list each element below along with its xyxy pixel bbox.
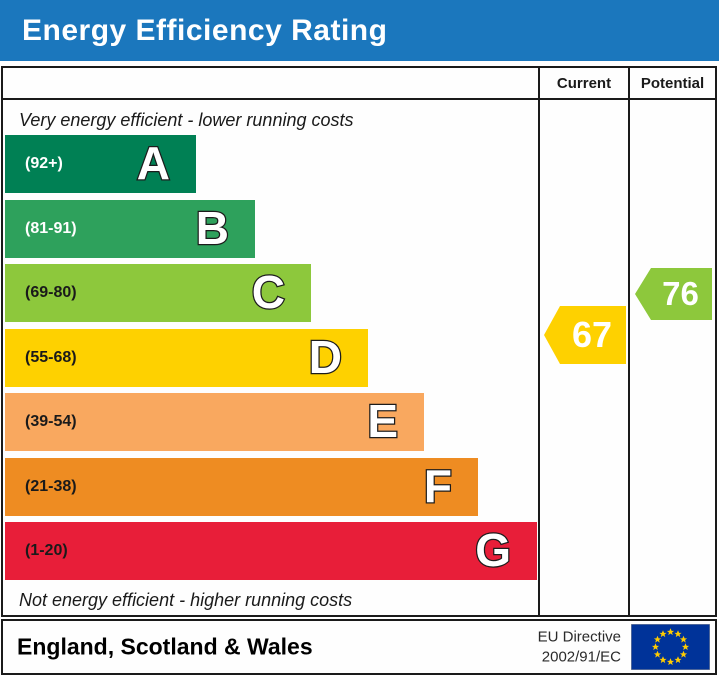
band-bar-b: (81-91) B: [5, 200, 255, 258]
band-range-label: (21-38): [25, 478, 77, 495]
eu-flag-icon: [631, 624, 710, 670]
region-label: England, Scotland & Wales: [17, 633, 313, 660]
band-letter: G: [474, 524, 512, 577]
potential-rating-value: 76: [662, 275, 699, 312]
band-range-label: (81-91): [25, 220, 77, 237]
rating-table: Current Potential Very energy efficient …: [1, 66, 717, 617]
table-header-row: Current Potential: [3, 68, 715, 100]
band-letter: C: [251, 266, 287, 319]
band-bar-c: (69-80) C: [5, 264, 311, 322]
band-range-label: (92+): [25, 155, 63, 172]
current-rating-value: 67: [571, 314, 613, 355]
band-bar-g: (1-20) G: [5, 522, 537, 580]
band-row-e: (39-54) E: [5, 393, 424, 451]
bottom-note: Not energy efficient - higher running co…: [19, 590, 353, 610]
band-letter: E: [366, 395, 399, 448]
band-row-b: (81-91) B: [5, 200, 255, 258]
band-row-c: (69-80) C: [5, 264, 311, 322]
current-column-header: Current: [556, 74, 612, 92]
band-range-label: (69-80): [25, 284, 77, 301]
band-range-label: (55-68): [25, 349, 77, 366]
potential-rating-tag: 76: [635, 268, 712, 320]
band-row-a: (92+) A: [5, 135, 196, 193]
footer: England, Scotland & Wales EU Directive 2…: [1, 619, 717, 675]
band-letter: B: [195, 202, 231, 255]
band-letter: F: [423, 460, 454, 513]
band-letter: D: [308, 331, 344, 384]
band-letter: A: [136, 137, 172, 190]
band-range-label: (39-54): [25, 413, 77, 430]
top-note: Very energy efficient - lower running co…: [19, 110, 354, 130]
band-bar-a: (92+) A: [5, 135, 196, 193]
band-bar-e: (39-54) E: [5, 393, 424, 451]
chart-title-bar: Energy Efficiency Rating: [0, 0, 719, 61]
band-range-label: (1-20): [25, 542, 68, 559]
current-column-divider: [538, 68, 540, 615]
band-bar-f: (21-38) F: [5, 458, 478, 516]
band-row-d: (55-68) D: [5, 329, 368, 387]
band-row-f: (21-38) F: [5, 458, 478, 516]
current-rating-tag: 67: [544, 306, 626, 364]
band-row-g: (1-20) G: [5, 522, 537, 580]
potential-column-divider: [628, 68, 630, 615]
potential-column-header: Potential: [640, 74, 705, 92]
eu-directive-label: EU Directive 2002/91/EC: [537, 628, 621, 666]
chart-title: Energy Efficiency Rating: [22, 13, 388, 47]
band-bar-d: (55-68) D: [5, 329, 368, 387]
